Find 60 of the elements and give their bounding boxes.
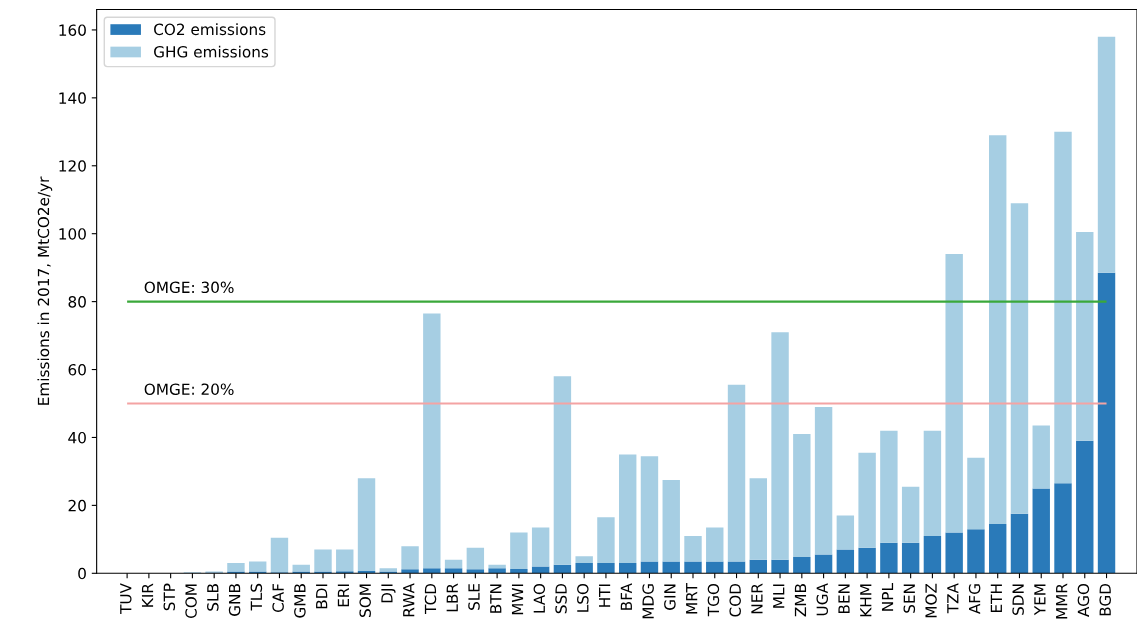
legend-label: GHG emissions	[154, 45, 269, 58]
y-axis-title: Emissions in 2017, MtCO2e/yr	[37, 176, 53, 405]
x-tick-label: MDG	[642, 584, 654, 619]
x-tick-label: COM	[185, 584, 197, 619]
x-tick-label: BFA	[620, 583, 632, 610]
x-tick-label: MOZ	[925, 583, 937, 618]
y-tick-label: 100	[59, 228, 86, 240]
y-tick-label: 80	[68, 296, 86, 308]
x-tick-label: ETH	[990, 584, 1002, 612]
x-tick-label: YEM	[1034, 584, 1046, 616]
x-tick-label: SOM	[359, 584, 371, 617]
x-tick-label: SLB	[207, 584, 219, 611]
x-tick-label: NPL	[881, 583, 894, 611]
x-tick-label: LAO	[533, 583, 546, 613]
y-tick-label: 140	[59, 92, 86, 104]
x-tick-label: SLE	[468, 584, 480, 610]
x-tick-label: GMB	[294, 584, 306, 618]
x-tick-label: HTI	[599, 584, 611, 607]
x-tick-label: SDN	[1012, 584, 1024, 615]
x-tick-label: MLI	[773, 584, 785, 608]
x-tick-label: ZMB	[794, 584, 807, 617]
x-tick-label: TLS	[250, 583, 263, 611]
x-tick-label: DJI	[381, 584, 396, 603]
x-tick-label: LBR	[446, 583, 458, 612]
x-tick-label: COD	[729, 583, 741, 617]
x-tick-label: AGO	[1077, 583, 1090, 617]
x-tick-label: RWA	[403, 583, 415, 617]
x-tick-label: AFG	[968, 584, 981, 614]
x-tick-label: SEN	[903, 584, 916, 613]
x-tick-label: LSO	[577, 583, 589, 612]
x-tick-label: CAF	[272, 583, 284, 613]
x-tick-label: KIR	[141, 583, 154, 607]
x-tick-label: MMR	[1056, 583, 1068, 619]
annotation: OMGE: 30%	[144, 281, 234, 294]
x-tick-label: NER	[751, 583, 763, 614]
x-tick-label: MWI	[511, 584, 524, 615]
x-tick-label: BEN	[838, 584, 850, 614]
x-tick-label: BGD	[1099, 583, 1111, 616]
x-tick-label: KHM	[860, 584, 872, 617]
y-tick-label: 60	[68, 364, 86, 376]
y-tick-label: 160	[59, 24, 86, 36]
x-tick-label: TGO	[707, 583, 720, 617]
x-tick-label: GIN	[664, 584, 676, 610]
y-tick-label: 20	[68, 499, 86, 512]
x-tick-label: TCD	[424, 583, 437, 614]
x-tick-label: BTN	[490, 584, 502, 613]
legend-label: CO2 emissions	[154, 23, 266, 36]
x-tick-label: TUV	[120, 583, 132, 615]
x-tick-label: BDI	[316, 584, 328, 609]
x-tick-label: STP	[163, 583, 176, 611]
x-tick-label: TZA	[947, 583, 959, 614]
annotation: OMGE: 20%	[144, 383, 234, 395]
x-tick-label: SSD	[555, 583, 567, 614]
y-tick-label: 0	[78, 567, 86, 580]
x-tick-label: MRT	[686, 582, 698, 614]
y-tick-label: 120	[59, 160, 86, 172]
x-tick-label: ERI	[337, 584, 349, 607]
y-tick-label: 40	[68, 431, 86, 444]
x-tick-label: UGA	[816, 583, 829, 616]
x-tick-label: GNB	[228, 584, 241, 616]
